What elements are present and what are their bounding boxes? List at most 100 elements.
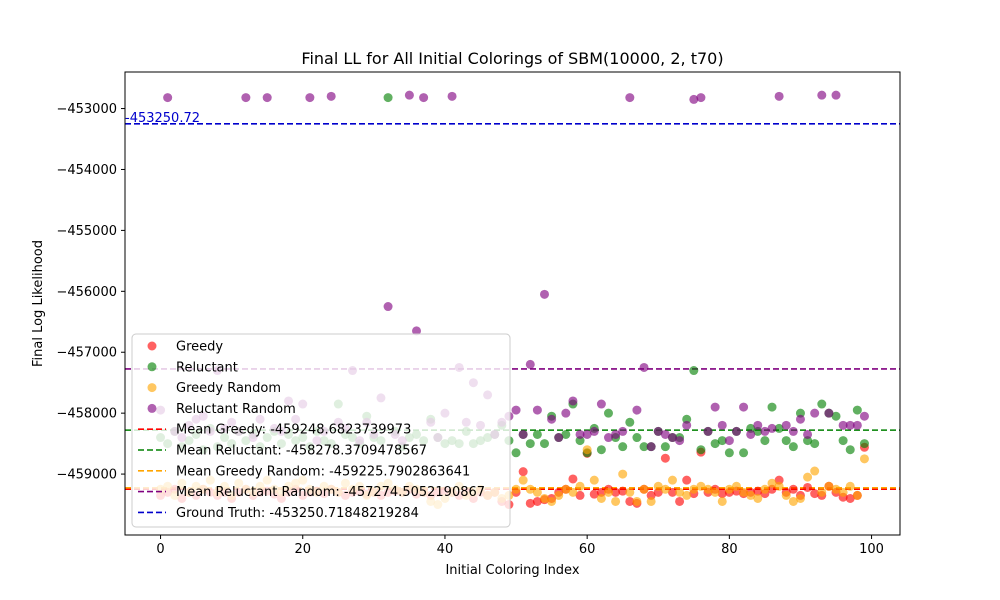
data-point [824,408,834,418]
data-point [703,484,713,494]
data-point [753,493,763,503]
plot-frame [124,71,901,536]
data-point [703,426,713,436]
data-point [817,399,827,409]
data-point [575,429,585,439]
data-point [532,429,542,439]
legend: Greedy Reluctant Greedy Random Reluctant Ra… [131,333,511,528]
data-point [618,486,628,496]
x-tick-label: 20 [294,542,311,557]
data-point [383,93,393,103]
data-point [575,481,585,491]
data-point [611,496,621,506]
data-point [611,487,621,497]
data-point [746,490,756,500]
data-point [788,426,798,436]
data-point [568,487,578,497]
data-point [625,93,635,103]
legend-marker [147,383,157,393]
data-point [305,93,315,103]
data-point [810,489,820,499]
data-point [803,482,813,492]
data-point [781,436,791,446]
data-point [781,420,791,430]
x-tick-label: 0 [156,542,164,557]
x-tick-label: 100 [859,542,884,557]
data-point [788,484,798,494]
data-point [547,414,557,424]
data-point [632,433,642,443]
chart-title: Final LL for All Initial Colorings of SB… [301,49,723,68]
legend-marker [147,341,157,351]
x-tick-label: 40 [437,542,454,557]
data-point [660,484,670,494]
data-point [724,448,734,458]
data-point [731,481,741,491]
data-point [689,484,699,494]
data-point [582,445,592,455]
data-point [838,420,848,430]
data-point [511,484,521,494]
data-point [561,408,571,418]
data-point [689,366,699,376]
data-point [518,475,528,485]
data-point [710,402,720,412]
data-point [646,442,656,452]
data-point [511,448,521,458]
ground-truth-annotation: -453250.72 [125,111,200,126]
data-point [611,429,621,439]
data-point [383,302,393,312]
data-point [596,445,606,455]
data-point [639,442,649,452]
data-point [632,496,642,506]
legend-label: Greedy [176,340,223,355]
data-point [603,408,613,418]
data-point [675,496,685,506]
data-point [568,396,578,406]
data-point [561,429,571,439]
data-point [682,420,692,430]
data-point [852,405,862,415]
data-point [739,448,749,458]
data-point [675,487,685,497]
data-point [660,453,670,463]
data-point [639,484,649,494]
data-point [618,426,628,436]
data-point [774,423,784,433]
y-tick-label: −457000 [56,346,117,361]
data-point [525,484,535,494]
data-point [831,411,841,421]
data-point [696,445,706,455]
data-point [788,442,798,452]
data-point [810,466,820,476]
legend-label: Mean Greedy Random: -459225.7902863641 [176,464,470,479]
legend-marker [147,403,157,413]
data-point [838,487,848,497]
data-point [561,484,571,494]
data-point [419,93,429,103]
data-point [554,433,564,443]
data-point [262,93,272,103]
axes-group: 0 20 40 60 80 100 −459000 −458000 −457000 −456000… [56,102,884,557]
y-tick-label: −454000 [56,163,117,178]
data-point [404,90,414,100]
data-point [795,493,805,503]
legend-label: Mean Reluctant: -458278.3709478567 [176,444,427,459]
data-point [810,439,820,449]
data-point [824,481,834,491]
data-point [845,493,855,503]
legend-label: Ground Truth: -453250.71848219284 [176,506,419,521]
data-point [717,489,727,499]
data-point [596,399,606,409]
data-point [717,436,727,446]
data-point [845,420,855,430]
data-point [795,414,805,424]
data-point [717,420,727,430]
data-point [618,469,628,479]
data-point [667,475,677,485]
data-point [632,405,642,415]
data-point [639,362,649,372]
data-point [696,93,706,103]
y-tick-label: −458000 [56,407,117,422]
data-point [739,487,749,497]
